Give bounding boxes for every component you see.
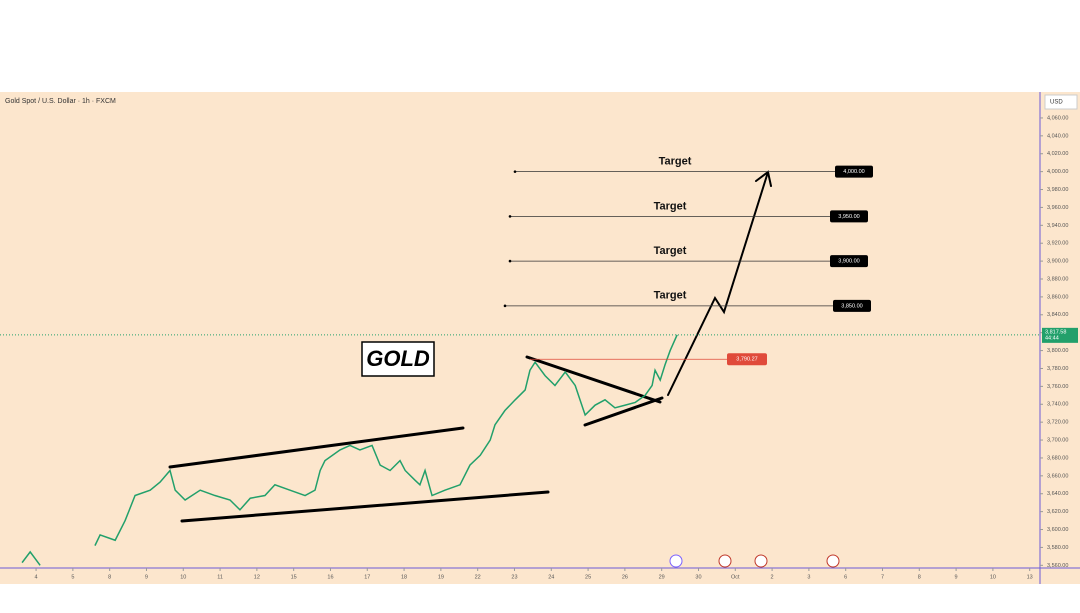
y-tick-label: 3,840.00: [1047, 312, 1068, 318]
target-dot: [503, 304, 507, 308]
x-tick-label: 25: [585, 574, 591, 580]
countdown: 44:44: [1045, 335, 1059, 341]
y-tick-label: 4,060.00: [1047, 115, 1068, 121]
x-tick-label: 26: [622, 574, 628, 580]
event-icon: [669, 554, 683, 568]
y-tick-label: 4,020.00: [1047, 151, 1068, 157]
level-box: [727, 353, 767, 366]
y-tick-label: 3,760.00: [1047, 384, 1068, 390]
y-tick-label: 3,940.00: [1047, 223, 1068, 229]
y-tick-label: 3,620.00: [1047, 509, 1068, 515]
target-text: Target: [659, 156, 692, 168]
x-tick-label: 6: [844, 574, 847, 580]
target-text: Target: [654, 245, 687, 257]
x-tick-label: 23: [511, 574, 517, 580]
price-line: [21, 334, 678, 566]
event-icon: [826, 554, 840, 568]
x-tick-label: 5: [71, 574, 74, 580]
x-tick-label: 17: [364, 574, 370, 580]
y-tick-label: 3,860.00: [1047, 294, 1068, 300]
time-axis-bg: [0, 568, 1080, 584]
y-tick-label: 3,640.00: [1047, 491, 1068, 497]
symbol-title: Gold Spot / U.S. Dollar · 1h · FXCM: [5, 98, 116, 105]
y-tick-label: 4,040.00: [1047, 133, 1068, 139]
y-tick-label: 3,680.00: [1047, 455, 1068, 461]
current-price: 3,817.58: [1045, 329, 1066, 335]
y-tick-label: 3,780.00: [1047, 366, 1068, 372]
triangle-bottom: [583, 396, 664, 427]
level-label: 3,790.27: [736, 357, 757, 363]
y-tick-label: 3,580.00: [1047, 545, 1068, 551]
event-icon: [754, 554, 768, 568]
target-label: 4,000.00: [843, 169, 864, 175]
x-tick-label: 12: [254, 574, 260, 580]
target-label: 3,900.00: [838, 259, 859, 265]
x-tick-label: 8: [108, 574, 111, 580]
x-tick-label: 19: [438, 574, 444, 580]
channel-bottom: [180, 490, 550, 523]
currency: USD: [1050, 100, 1063, 106]
x-tick-label: 13: [1027, 574, 1033, 580]
x-tick-label: 18: [401, 574, 407, 580]
x-tick-label: 7: [881, 574, 884, 580]
x-tick-label: 9: [955, 574, 958, 580]
x-tick-label: 4: [35, 574, 38, 580]
channel-top: [168, 426, 465, 469]
target-box: [830, 255, 868, 268]
x-tick-label: 2: [771, 574, 774, 580]
target-dot: [513, 170, 517, 173]
target-label: 3,850.00: [841, 303, 862, 309]
target-box: [835, 165, 873, 178]
x-tick-label: 11: [217, 574, 223, 580]
target-text: Target: [654, 200, 687, 212]
x-tick-label: 30: [695, 574, 701, 580]
x-tick-label: 29: [659, 574, 665, 580]
y-tick-label: 3,980.00: [1047, 187, 1068, 193]
label-box: [361, 341, 435, 377]
current-price-box: [1042, 327, 1078, 343]
currency-box: [1044, 94, 1078, 110]
gold-label: GOLD: [366, 346, 430, 371]
target-text: Target: [654, 290, 687, 302]
x-tick-label: 16: [327, 574, 333, 580]
x-tick-label: 9: [145, 574, 148, 580]
y-tick-label: 3,720.00: [1047, 420, 1068, 426]
event-icons: [669, 554, 840, 568]
y-tick-label: 3,920.00: [1047, 241, 1068, 247]
projection-arrow: [667, 171, 769, 396]
target-dot: [508, 215, 512, 218]
target-dot: [508, 259, 512, 263]
x-tick-label: 22: [475, 574, 481, 580]
y-tick-label: 3,800.00: [1047, 348, 1068, 354]
y-tick-label: 4,000.00: [1047, 169, 1068, 175]
x-tick-label: 24: [548, 574, 554, 580]
drawings: [168, 170, 772, 523]
x-tick-label: 8: [918, 574, 921, 580]
x-tick-label: 15: [291, 574, 297, 580]
target-box: [833, 299, 871, 312]
x-tick-label: Oct: [731, 574, 740, 580]
x-tick-label: 3: [807, 574, 810, 580]
x-tick-label: 10: [180, 574, 186, 580]
triangle-top: [525, 355, 662, 404]
target-box: [830, 210, 868, 223]
y-tick-label: 3,880.00: [1047, 276, 1068, 282]
y-tick-label: 3,700.00: [1047, 438, 1068, 444]
y-tick-label: 3,960.00: [1047, 205, 1068, 211]
y-tick-label: 3,560.00: [1047, 563, 1068, 569]
plot-bg: [0, 92, 1040, 568]
y-tick-label: 3,740.00: [1047, 402, 1068, 408]
target-label: 3,950.00: [838, 214, 859, 220]
event-icon: [718, 554, 732, 568]
y-tick-label: 3,660.00: [1047, 473, 1068, 479]
x-tick-label: 10: [990, 574, 996, 580]
y-tick-label: 3,900.00: [1047, 259, 1068, 265]
y-tick-label: 3,600.00: [1047, 527, 1068, 533]
